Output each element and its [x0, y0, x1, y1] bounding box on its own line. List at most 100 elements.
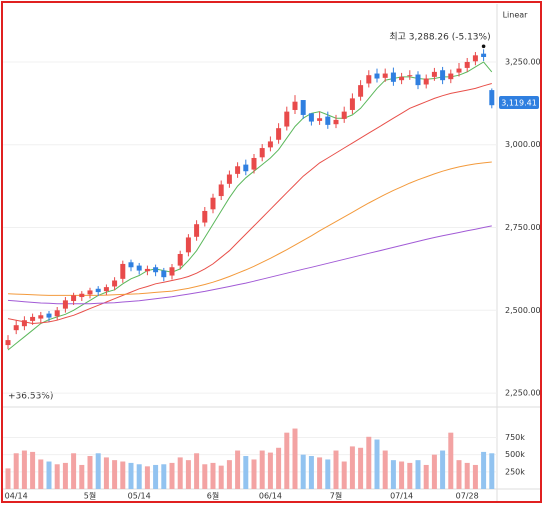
volume-bar [128, 462, 134, 489]
volume-bar [153, 464, 159, 489]
volume-bar [177, 457, 183, 489]
volume-bar [21, 450, 27, 489]
high-annotation: 최고 3,288.26 (-5.13%) [389, 32, 490, 43]
volume-bar [415, 460, 421, 489]
candle-body [210, 197, 216, 210]
candle-body [243, 164, 249, 172]
volume-bar [423, 464, 429, 489]
volume-bar [235, 450, 241, 489]
candle-body [235, 166, 241, 174]
candle-body [440, 70, 446, 81]
scale-label[interactable]: Linear [503, 11, 529, 20]
volume-bar [472, 464, 478, 489]
candle-body [308, 113, 314, 122]
volume-bar [161, 464, 167, 489]
volume-bar [120, 461, 126, 489]
candle-body [95, 288, 101, 293]
x-tick-label: 5월 [84, 491, 96, 501]
candle-body [399, 76, 405, 81]
volume-bar [112, 460, 118, 489]
volume-bar [136, 464, 142, 489]
volume-bar [71, 453, 77, 489]
candle-body [349, 98, 355, 110]
candle-body [62, 300, 68, 309]
candle-body [71, 295, 77, 302]
volume-bar [103, 457, 109, 489]
volume-bar [243, 456, 249, 489]
volume-tick-label: 750k [505, 433, 525, 442]
candle-body [374, 73, 380, 79]
frame [1, 1, 542, 503]
volume-bar [431, 454, 437, 489]
candle-body [120, 263, 126, 279]
candle-body [366, 75, 372, 84]
volume-bar [194, 453, 200, 489]
candle-body [169, 267, 175, 276]
candle-body [5, 340, 11, 346]
candle-body [276, 128, 282, 140]
candle-body [317, 118, 323, 121]
volume-bar [317, 457, 323, 489]
candle-body [489, 90, 495, 106]
candle-body [128, 262, 134, 268]
candle-body [481, 53, 487, 57]
volume-bar [185, 460, 191, 489]
candle-body [103, 287, 109, 292]
volume-bar [5, 468, 11, 489]
volume-bar [308, 456, 314, 489]
candle-body [390, 72, 396, 82]
volume-bar [38, 459, 44, 489]
volume-bar [218, 465, 224, 489]
volume-bar [390, 460, 396, 489]
moving-average-line [7, 61, 493, 351]
plot: 04/14 5월 05/14 6월 06/14 7월 07/14 07/28 [5, 44, 495, 501]
candle-body [202, 210, 208, 223]
candle-body [431, 71, 437, 77]
candle-body [448, 73, 454, 80]
volume-bar [374, 439, 380, 489]
volume-bar [464, 462, 470, 489]
x-tick-label: 06/14 [259, 492, 282, 501]
volume-bar [95, 453, 101, 489]
volume-bar [210, 462, 216, 489]
y-tick-label: 2,750.00 [505, 223, 541, 232]
candle-body [13, 325, 19, 331]
volume-bar [481, 451, 487, 489]
moving-average-line [7, 161, 492, 296]
candle-body [161, 270, 167, 278]
candle-body [218, 184, 224, 197]
candle-body [423, 78, 429, 85]
candle-body [464, 61, 470, 68]
candle-body [46, 313, 52, 318]
candle-body [194, 224, 200, 237]
candle-body [382, 73, 388, 78]
left-label: +36.53%) [8, 392, 53, 402]
candle-body [456, 68, 462, 73]
volume-bar [226, 460, 232, 489]
volume-tick-label: 250k [505, 467, 525, 476]
last-price-label: 3,119.41 [501, 99, 537, 108]
candle-body [177, 254, 183, 266]
y-tick-label: 2,500.00 [505, 306, 541, 315]
y-tick-label: 3,000.00 [505, 140, 541, 149]
candle-body [38, 315, 44, 319]
candle-body [185, 237, 191, 253]
volume-bar [407, 462, 413, 489]
candle-body [407, 75, 413, 77]
last-price-tag [499, 96, 539, 109]
volume-bar [267, 452, 273, 489]
volume-bar [448, 432, 454, 489]
y-tick-label: 3,250.00 [505, 57, 541, 66]
candle-body [300, 100, 306, 115]
candle-body [79, 293, 85, 298]
volume-bar [169, 462, 175, 489]
volume-bar [358, 447, 364, 489]
candle-body [136, 265, 142, 271]
volume-bar [46, 461, 52, 489]
volume-bar [251, 459, 257, 489]
candle-body [472, 55, 478, 62]
candle-body [30, 316, 36, 321]
candle-body [54, 310, 60, 317]
volume-bar [440, 450, 446, 489]
